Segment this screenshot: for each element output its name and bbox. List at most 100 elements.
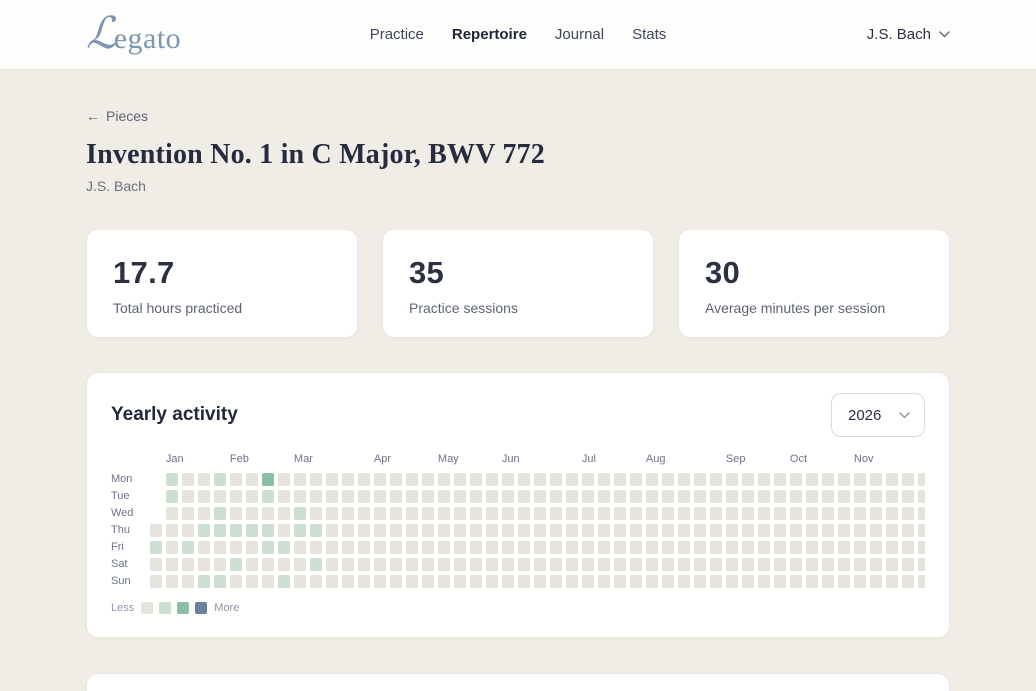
heatmap-cell <box>853 490 866 503</box>
heatmap-cell <box>885 507 898 520</box>
heatmap-cell <box>389 558 402 571</box>
heatmap-cell <box>565 575 578 588</box>
heatmap-cell <box>885 575 898 588</box>
heatmap-cell <box>277 473 290 486</box>
heatmap-cell <box>869 558 882 571</box>
heatmap-cell <box>389 490 402 503</box>
page-subtitle: J.S. Bach <box>86 178 146 194</box>
heatmap-cell <box>277 524 290 537</box>
heatmap-cell <box>677 473 690 486</box>
heatmap-cell <box>437 507 450 520</box>
heatmap-cell <box>901 541 914 554</box>
heatmap-cell <box>229 507 242 520</box>
heatmap-cell <box>629 473 642 486</box>
nav-item-repertoire[interactable]: Repertoire <box>451 26 527 43</box>
heatmap-cell <box>421 473 434 486</box>
heatmap-cell <box>277 507 290 520</box>
heatmap-row <box>149 558 925 571</box>
heatmap-cell <box>309 575 322 588</box>
nav-item-practice[interactable]: Practice <box>369 26 424 43</box>
year-select-value: 2026 <box>848 406 882 424</box>
heatmap-cell <box>709 575 722 588</box>
heatmap-cell <box>325 507 338 520</box>
heatmap-cell <box>485 575 498 588</box>
legend-swatch <box>177 602 190 614</box>
heatmap-cell <box>437 524 450 537</box>
heatmap-cell <box>389 541 402 554</box>
heatmap-cell <box>341 524 354 537</box>
stat-label: Average minutes per session <box>705 300 886 316</box>
heatmap-cell <box>677 507 690 520</box>
heatmap-cell <box>373 575 386 588</box>
heatmap-cell <box>629 575 642 588</box>
heatmap-cell <box>517 490 530 503</box>
heatmap-cell <box>181 541 194 554</box>
heatmap-cell <box>853 558 866 571</box>
heatmap-cell <box>501 575 514 588</box>
heatmap-cell <box>581 558 594 571</box>
heatmap-cell <box>197 575 210 588</box>
nav-item-journal[interactable]: Journal <box>554 26 605 43</box>
heatmap-cell <box>549 558 562 571</box>
heatmap-cell <box>869 473 882 486</box>
heatmap-cell <box>757 490 770 503</box>
stat-card-avg-minutes: 30 Average minutes per session <box>678 229 950 338</box>
heatmap-cell <box>373 558 386 571</box>
user-menu-label: J.S. Bach <box>866 26 931 43</box>
heatmap-cell <box>821 473 834 486</box>
heatmap-cell <box>581 575 594 588</box>
heatmap-cell <box>597 541 610 554</box>
heatmap-cell <box>309 558 322 571</box>
legend-swatch <box>141 602 154 614</box>
nav-item-stats[interactable]: Stats <box>632 26 667 43</box>
stat-label: Practice sessions <box>409 300 518 316</box>
heatmap-cell <box>325 541 338 554</box>
heatmap-cell <box>789 490 802 503</box>
heatmap-cell <box>421 507 434 520</box>
heatmap-cell <box>693 490 706 503</box>
heatmap-cell <box>437 575 450 588</box>
heatmap-cell <box>677 558 690 571</box>
heatmap-cell <box>421 524 434 537</box>
heatmap-cell <box>469 507 482 520</box>
heatmap-cell <box>165 575 178 588</box>
heatmap-cell <box>357 558 370 571</box>
heatmap-cell <box>869 507 882 520</box>
heatmap-cell <box>597 524 610 537</box>
heatmap-cell <box>773 524 786 537</box>
heatmap-cell <box>789 507 802 520</box>
heatmap-cell <box>309 524 322 537</box>
heatmap-cell <box>901 473 914 486</box>
year-select[interactable]: 2026 <box>831 393 925 437</box>
heatmap-cell <box>149 541 162 554</box>
breadcrumb-back-link[interactable]: ← Pieces <box>86 108 148 124</box>
heatmap-cell <box>773 473 786 486</box>
heatmap-cell <box>245 507 258 520</box>
heatmap-cell <box>821 558 834 571</box>
heatmap-cell <box>741 473 754 486</box>
heatmap-cell <box>853 507 866 520</box>
heatmap-legend: Less More <box>111 602 925 614</box>
heatmap-cell <box>805 473 818 486</box>
heatmap-cell <box>165 524 178 537</box>
heatmap-cell <box>757 473 770 486</box>
heatmap-grid <box>149 473 925 588</box>
heatmap-cell <box>837 541 850 554</box>
heatmap-cell <box>645 541 658 554</box>
heatmap-cell <box>309 541 322 554</box>
heatmap-cell <box>405 558 418 571</box>
heatmap-cell <box>821 507 834 520</box>
heatmap-cell <box>805 524 818 537</box>
heatmap-cell <box>645 507 658 520</box>
heatmap-cell <box>661 575 674 588</box>
heatmap-cell <box>213 575 226 588</box>
heatmap-cell <box>725 490 738 503</box>
heatmap-cell <box>373 541 386 554</box>
heatmap-cell <box>837 507 850 520</box>
heatmap-cell <box>805 558 818 571</box>
heatmap-cell <box>229 575 242 588</box>
user-menu[interactable]: J.S. Bach <box>867 26 950 43</box>
heatmap-cell <box>645 575 658 588</box>
heatmap-cell <box>501 490 514 503</box>
